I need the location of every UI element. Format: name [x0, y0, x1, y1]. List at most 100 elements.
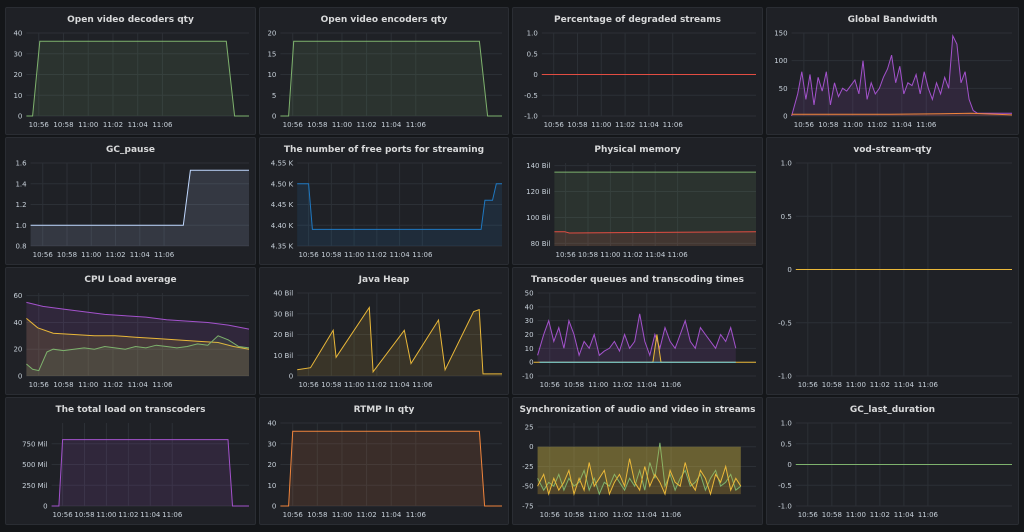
panel-p10[interactable]: Java Heap 0 10 Bil 20 Bil 30 Bil 40 Bil 10:56 1… [259, 267, 509, 395]
panel-title[interactable]: Java Heap [358, 275, 410, 285]
y-tick-label: 0 [43, 503, 47, 511]
chart-p9: 0 20 40 60 10:56 10:58 11:00 11:02 11:04 11:06 [13, 292, 250, 389]
y-tick-label: -25 [522, 463, 533, 471]
x-tick-label: 11:06 [154, 251, 175, 259]
y-tick-label: 40 [13, 30, 22, 38]
x-tick-label: 11:00 [591, 121, 611, 129]
x-tick-label: 11:06 [412, 381, 433, 389]
x-tick-label: 11:06 [152, 121, 173, 129]
panel-p13[interactable]: The total load on transcoders 0 250 Mil 500… [5, 397, 256, 525]
y-tick-label: 0 [783, 113, 787, 121]
y-tick-label: 0.5 [781, 213, 792, 221]
x-tick-label: 11:02 [105, 251, 125, 259]
panel-title[interactable]: GC_pause [106, 145, 155, 155]
x-tick-label: 10:58 [57, 251, 77, 259]
chart-p10: 0 10 Bil 20 Bil 30 Bil 40 Bil 10:56 10:58 11:00… [273, 290, 502, 389]
y-tick-label: 20 [13, 71, 22, 79]
y-tick-label: -1.0 [778, 503, 792, 511]
panel-p1[interactable]: Open video decoders qty 0 10 20 30 40 10:56 10:… [5, 7, 256, 135]
series-line-2 [26, 335, 250, 372]
panel-p15[interactable]: Synchronization of audio and video in st… [512, 397, 763, 525]
panel-p3[interactable]: Percentage of degraded streams -1.0 -0.5 0 0… [512, 7, 763, 135]
panel-p5[interactable]: GC_pause 0.8 1.0 1.2 1.4 1.6 10:56 10:58 11:00 11… [5, 137, 256, 265]
panel-p7[interactable]: Physical memory 80 Bil 100 Bil 120 Bil 140 B… [512, 137, 763, 265]
y-tick-label: 750 Mil [22, 440, 48, 448]
x-tick-label: 11:00 [96, 511, 116, 519]
y-tick-label: 4.40 K [271, 222, 294, 230]
series-line-1 [791, 112, 1013, 116]
x-tick-label: 11:04 [637, 381, 658, 389]
series-line-0 [791, 33, 1012, 117]
y-tick-label: 500 Mil [22, 461, 48, 469]
y-tick-label: 10 [525, 345, 534, 353]
y-tick-label: 20 Bil [273, 331, 293, 339]
x-tick-label: 10:56 [298, 251, 319, 259]
y-tick-label: 30 [267, 440, 276, 448]
series-area-1 [537, 446, 741, 495]
y-tick-label: 0 [272, 503, 276, 511]
panel-p9[interactable]: CPU Load average 0 20 40 60 10:56 10:58 11:00 11… [5, 267, 256, 395]
panel-p4[interactable]: Global Bandwidth 0 50 100 150 10:56 10:58 11:00… [766, 7, 1019, 135]
panel-title[interactable]: Open video encoders qty [320, 15, 448, 25]
panel-title[interactable]: The total load on transcoders [55, 405, 206, 415]
x-tick-label: 10:56 [540, 381, 561, 389]
y-tick-label: 10 [13, 92, 22, 100]
x-tick-label: 11:06 [152, 381, 173, 389]
y-tick-label: -1.0 [524, 113, 538, 121]
series-line-0 [26, 301, 250, 330]
x-tick-label: 11:04 [390, 381, 411, 389]
panel-title[interactable]: Physical memory [594, 145, 681, 155]
series-area-0 [791, 35, 1012, 116]
x-tick-label: 10:56 [798, 511, 819, 519]
x-tick-label: 11:04 [637, 511, 658, 519]
x-tick-label: 11:00 [843, 121, 863, 129]
panel-title[interactable]: Open video decoders qty [67, 15, 194, 25]
series-line-1 [537, 458, 742, 497]
panel-title[interactable]: Global Bandwidth [847, 15, 938, 25]
y-tick-label: 20 [525, 331, 534, 339]
panel-title[interactable]: Percentage of degraded streams [554, 15, 721, 25]
panel-p14[interactable]: RTMP In qty 0 10 20 30 40 10:56 10:58 11:00 11:02… [259, 397, 509, 525]
x-tick-label: 11:00 [78, 381, 98, 389]
panel-p6[interactable]: The number of free ports for streaming 4.… [259, 137, 509, 265]
series-area-0 [26, 302, 250, 376]
chart-p8: -1.0 -0.5 0 0.5 1.0 10:56 10:58 11:00 11:02 11:04… [778, 160, 1012, 389]
x-tick-label: 10:56 [29, 121, 50, 129]
y-tick-label: -1.0 [778, 373, 792, 381]
x-tick-label: 10:56 [540, 511, 561, 519]
panel-p11[interactable]: Transcoder queues and transcoding times -… [512, 267, 763, 395]
y-tick-label: 0 [289, 373, 293, 381]
y-tick-label: 20 [267, 30, 276, 38]
panel-title[interactable]: Transcoder queues and transcoding times [531, 275, 744, 285]
x-tick-label: 11:02 [356, 121, 376, 129]
panel-title[interactable]: GC_last_duration [849, 405, 936, 415]
y-tick-label: 40 [525, 303, 534, 311]
panel-p12[interactable]: GC_last_duration -1.0 -0.5 0 0.5 1.0 10:56 10:5… [766, 397, 1019, 525]
x-tick-label: 10:58 [567, 121, 587, 129]
y-tick-label: 0 [533, 71, 537, 79]
y-tick-label: 0 [529, 443, 533, 451]
panel-title[interactable]: CPU Load average [84, 275, 177, 285]
chart-p5: 0.8 1.0 1.2 1.4 1.6 10:56 10:58 11:00 11:02 11:04… [15, 160, 249, 259]
panel-title[interactable]: Synchronization of audio and video in st… [519, 405, 756, 415]
x-tick-label: 10:58 [564, 511, 584, 519]
panel-title[interactable]: vod-stream-qty [853, 145, 932, 155]
panel-p8[interactable]: vod-stream-qty -1.0 -0.5 0 0.5 1.0 10:56 10:58 1… [766, 137, 1019, 395]
chart-p2: 0 5 10 15 20 10:56 10:58 11:00 11:02 11:04 11:06 [267, 30, 502, 129]
y-tick-label: 10 [267, 71, 276, 79]
y-tick-label: 5 [272, 92, 276, 100]
x-tick-label: 11:02 [367, 381, 387, 389]
x-tick-label: 10:56 [52, 511, 73, 519]
y-tick-label: 15 [267, 50, 276, 58]
y-tick-label: -75 [522, 503, 533, 511]
panel-title[interactable]: RTMP In qty [353, 405, 415, 415]
x-tick-label: 11:06 [162, 511, 183, 519]
y-tick-label: 1.4 [15, 180, 27, 188]
y-tick-label: -0.5 [778, 482, 792, 490]
panel-title[interactable]: The number of free ports for streaming [283, 145, 485, 155]
panel-p2[interactable]: Open video encoders qty 0 5 10 15 20 10:56 10:5… [259, 7, 509, 135]
x-tick-label: 10:58 [321, 381, 341, 389]
y-tick-label: -10 [522, 373, 533, 381]
y-tick-label: 1.6 [15, 160, 27, 168]
x-tick-label: 11:06 [663, 121, 684, 129]
